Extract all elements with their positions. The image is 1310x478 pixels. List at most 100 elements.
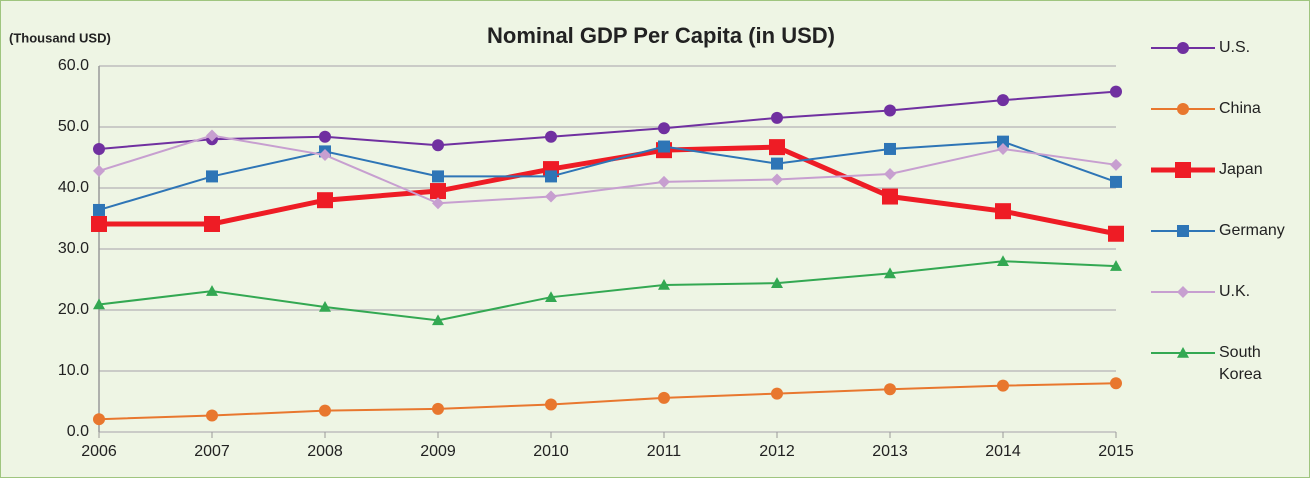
marker (1108, 225, 1124, 242)
y-tick-label: 50.0 (58, 118, 89, 135)
legend-swatch (1151, 162, 1215, 178)
marker (884, 167, 896, 180)
marker (997, 379, 1009, 392)
marker (1177, 225, 1189, 237)
marker (206, 409, 218, 422)
marker (658, 391, 670, 404)
marker (995, 203, 1011, 220)
marker (997, 255, 1009, 266)
marker (1110, 158, 1122, 171)
series-line (98, 90, 1117, 150)
marker (658, 175, 670, 188)
marker (206, 129, 218, 142)
x-tick-label: 2010 (533, 443, 569, 460)
marker (93, 203, 105, 216)
marker (319, 130, 331, 143)
marker (884, 383, 896, 396)
legend: U.S. China Japan Germany U.K. South Korea (1151, 31, 1301, 397)
marker (997, 94, 1009, 107)
marker (93, 298, 105, 310)
marker (771, 277, 783, 288)
marker (545, 398, 557, 411)
marker (545, 291, 557, 302)
marker (91, 215, 107, 232)
marker (319, 404, 331, 417)
marker (658, 122, 670, 135)
series-line (98, 382, 1117, 421)
marker (545, 130, 557, 143)
legend-item: U.S. (1151, 31, 1301, 92)
x-tick-label: 2014 (985, 443, 1021, 460)
marker (430, 183, 446, 200)
legend-item: Germany (1151, 214, 1301, 275)
x-tick-label: 2006 (81, 443, 117, 460)
marker (1110, 175, 1122, 188)
x-tick-label: 2007 (194, 443, 230, 460)
marker (93, 164, 105, 177)
marker (206, 285, 218, 296)
marker (1177, 347, 1189, 358)
plot: Nominal GDP Per Capita (in USD) (Thousan… (9, 23, 1134, 460)
marker (1177, 42, 1189, 54)
legend-item: China (1151, 92, 1301, 153)
legend-swatch (1151, 103, 1215, 115)
marker (432, 314, 444, 326)
marker (432, 402, 444, 415)
marker (882, 188, 898, 205)
marker (658, 140, 670, 153)
x-tick-label: 2012 (759, 443, 795, 460)
legend-label: China (1219, 100, 1261, 117)
marker (93, 413, 105, 426)
y-axis-label: (Thousand USD) (9, 30, 111, 45)
marker (1110, 377, 1122, 390)
x-tick-label: 2009 (420, 443, 456, 460)
marker (206, 170, 218, 183)
marker (771, 111, 783, 124)
marker (432, 197, 444, 210)
marker (1177, 286, 1189, 298)
marker (432, 139, 444, 152)
legend-swatch (1151, 286, 1215, 298)
marker (545, 170, 557, 183)
legend-swatch (1151, 225, 1215, 237)
marker (997, 135, 1009, 148)
marker (771, 157, 783, 170)
y-tick-label: 0.0 (67, 423, 89, 440)
marker (997, 142, 1009, 155)
x-tick-label: 2013 (872, 443, 908, 460)
marker (93, 142, 105, 155)
marker (769, 139, 785, 156)
y-tick-label: 40.0 (58, 179, 89, 196)
legend-label: Germany (1219, 222, 1285, 239)
marker (545, 190, 557, 203)
marker (319, 149, 331, 162)
legend-label: South Korea (1219, 344, 1262, 383)
marker (884, 142, 896, 155)
legend-label: U.S. (1219, 39, 1251, 56)
marker (771, 173, 783, 186)
chart-title: Nominal GDP Per Capita (in USD) (487, 23, 835, 48)
legend-item: U.K. (1151, 275, 1301, 336)
legend-swatch (1151, 347, 1215, 358)
series-line (98, 260, 1117, 322)
y-tick-label: 60.0 (58, 57, 89, 74)
y-tick-label: 10.0 (58, 362, 89, 379)
series-line (98, 140, 1117, 211)
marker (771, 387, 783, 400)
series-line (99, 144, 1117, 237)
marker (204, 215, 220, 232)
series-line (98, 134, 1117, 205)
marker (1175, 162, 1191, 178)
marker (884, 267, 896, 279)
y-tick-label: 20.0 (58, 301, 89, 318)
x-tick-label: 2015 (1098, 443, 1134, 460)
marker (1177, 103, 1189, 115)
marker (317, 192, 333, 209)
legend-item: South Korea (1151, 336, 1301, 397)
marker (884, 104, 896, 117)
x-tick-label: 2011 (647, 443, 682, 460)
marker (1110, 85, 1122, 98)
x-tick-label: 2008 (307, 443, 343, 460)
marker (1110, 260, 1122, 271)
